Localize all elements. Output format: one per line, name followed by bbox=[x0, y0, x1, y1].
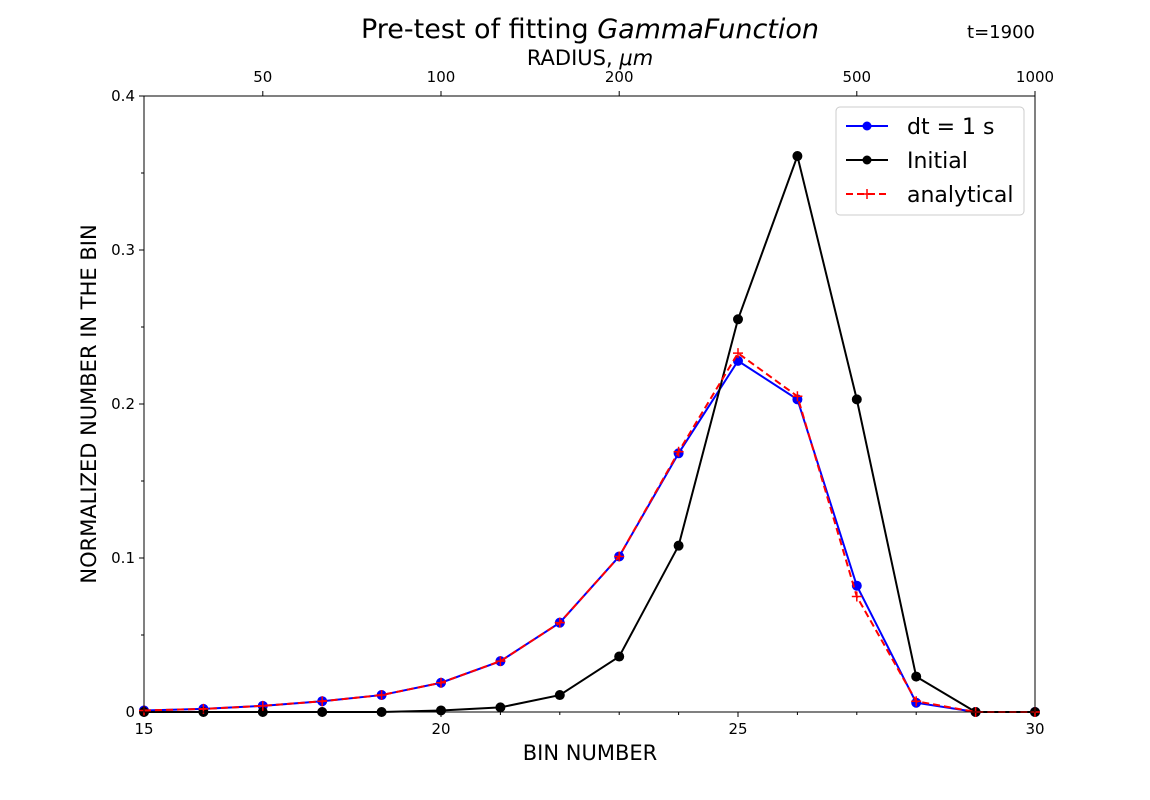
legend-marker bbox=[862, 155, 872, 165]
data-point bbox=[495, 656, 506, 667]
y-tick-label: 0.2 bbox=[111, 395, 135, 413]
data-point bbox=[376, 690, 387, 701]
top-tick-label: 500 bbox=[842, 68, 871, 86]
top-tick-label: 200 bbox=[605, 68, 634, 86]
x-axis-label: BIN NUMBER bbox=[523, 741, 657, 765]
data-point bbox=[792, 391, 803, 402]
y-tick-label: 0.3 bbox=[111, 241, 135, 259]
x-tick-label: 30 bbox=[1025, 720, 1044, 738]
data-point bbox=[257, 700, 268, 711]
y-tick-label: 0.1 bbox=[111, 549, 135, 567]
legend: dt = 1 s Initial analytical bbox=[835, 106, 1025, 216]
time-annotation: t=1900 bbox=[967, 22, 1035, 43]
legend-marker bbox=[862, 121, 872, 131]
data-point bbox=[495, 702, 506, 713]
x-tick-label: 15 bbox=[134, 720, 153, 738]
plot-frame bbox=[143, 95, 1036, 713]
data-point bbox=[911, 696, 922, 707]
legend-label: dt = 1 s bbox=[907, 115, 994, 140]
data-point bbox=[851, 591, 862, 602]
data-point bbox=[614, 651, 625, 662]
y-tick-label: 0 bbox=[125, 703, 135, 721]
legend-box bbox=[835, 106, 1025, 216]
data-point bbox=[614, 551, 625, 562]
data-point bbox=[792, 151, 803, 162]
series-layer bbox=[139, 151, 1040, 717]
series-line bbox=[143, 351, 1035, 713]
data-point bbox=[911, 671, 922, 682]
legend-marker bbox=[862, 189, 872, 199]
data-point bbox=[554, 690, 565, 701]
legend-label: Initial bbox=[907, 149, 968, 174]
data-point bbox=[851, 580, 862, 591]
data-point bbox=[436, 705, 446, 716]
data-point bbox=[554, 617, 565, 628]
x-tick-label: 20 bbox=[431, 720, 450, 738]
data-point bbox=[733, 348, 743, 359]
y-axis-label: NORMALIZED NUMBER IN THE BIN bbox=[77, 224, 101, 583]
series-line bbox=[144, 152, 1035, 713]
data-point bbox=[317, 696, 328, 707]
data-point bbox=[733, 314, 743, 325]
legend-label: analytical bbox=[907, 183, 1013, 208]
series-initial bbox=[139, 151, 1040, 717]
top-tick-label: 1000 bbox=[1016, 68, 1054, 86]
data-point bbox=[436, 677, 446, 688]
data-point bbox=[673, 540, 684, 551]
series-line bbox=[143, 359, 1035, 713]
series-dt-1-s bbox=[139, 355, 1040, 717]
series-analytical bbox=[139, 348, 1040, 717]
chart-title: Pre-test of fitting GammaFunction bbox=[361, 14, 819, 45]
top-tick-label: 100 bbox=[427, 68, 456, 86]
top-axis-label: RADIUS, μm bbox=[527, 46, 653, 70]
data-point bbox=[851, 394, 862, 405]
data-point bbox=[673, 446, 684, 457]
y-tick-label: 0.4 bbox=[111, 87, 135, 105]
top-tick-label: 50 bbox=[253, 68, 272, 86]
x-tick-label: 25 bbox=[728, 720, 747, 738]
